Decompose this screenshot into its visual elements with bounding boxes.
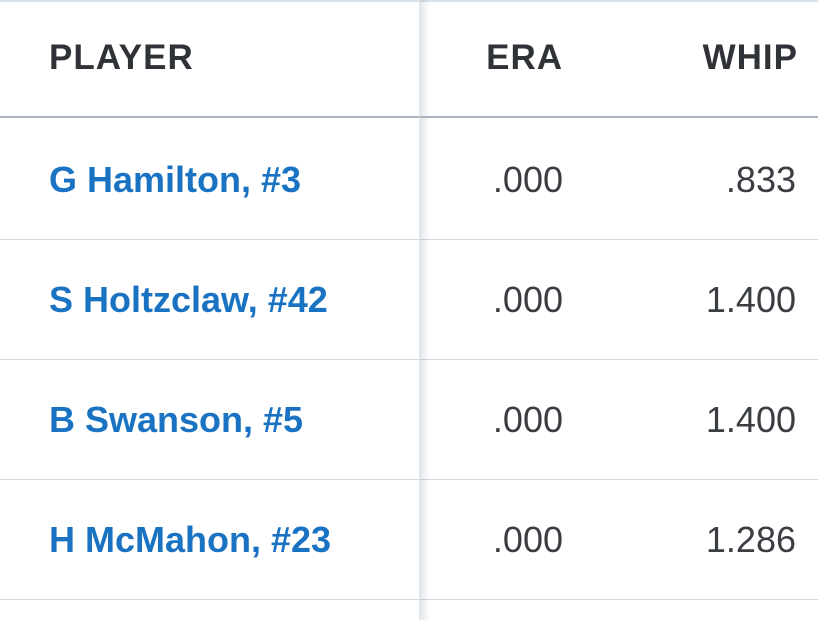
era-value: .000 [492,158,563,200]
table-row: G Hamilton, #3 .000 .833 [0,120,818,240]
whip-value: 1.400 [705,398,796,440]
column-header-era[interactable]: ERA [486,38,563,77]
table-row: H McMahon, #23 .000 1.286 [0,480,818,600]
table-row: S Holtzclaw, #42 .000 1.400 [0,240,818,360]
whip-value: .833 [725,158,796,200]
player-link[interactable]: B Swanson, #5 [49,398,304,440]
era-value: .000 [492,398,563,440]
column-header-whip[interactable]: WHIP [702,38,798,77]
player-link[interactable]: H McMahon, #23 [49,518,332,560]
top-divider [0,0,818,2]
era-value: .000 [492,518,563,560]
player-link[interactable]: G Hamilton, #3 [49,158,302,200]
table-row: B Swanson, #5 .000 1.400 [0,360,818,480]
column-header-player[interactable]: PLAYER [49,38,194,77]
era-value: .000 [492,278,563,320]
whip-value: 1.286 [705,518,796,560]
player-link[interactable]: S Holtzclaw, #42 [49,278,328,320]
table-header-row: PLAYER ERA WHIP [0,0,818,118]
frozen-column-divider [419,0,420,620]
table-row-partial [0,600,818,620]
whip-value: 1.400 [705,278,796,320]
